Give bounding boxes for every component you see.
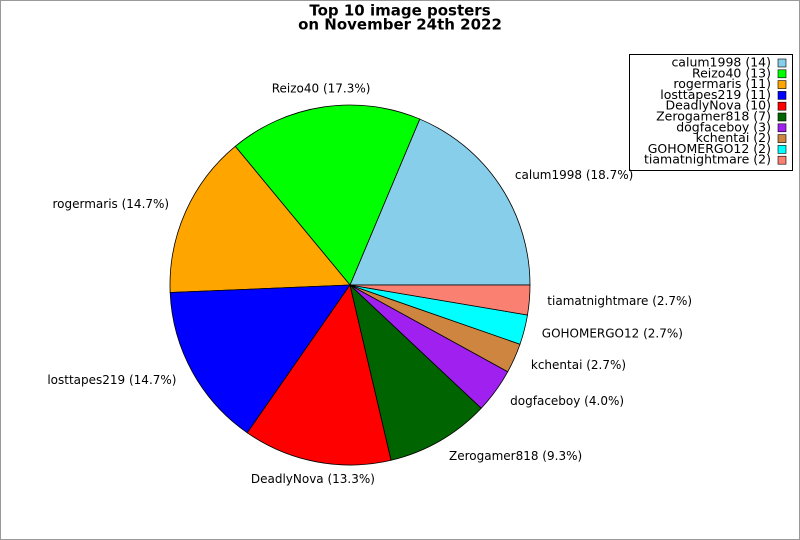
pie-slice [234, 104, 421, 286]
legend-swatch [777, 80, 787, 89]
pie-slice [169, 284, 351, 434]
legend-label: rogermaris (11) [673, 76, 771, 91]
slice-label: kchentai (2.7%) [531, 358, 626, 372]
pie-slice [349, 283, 482, 461]
legend-label: Reizo40 (13) [692, 65, 771, 80]
legend-swatch [777, 123, 787, 133]
slice-label: Zerogamer818 (9.3%) [449, 449, 582, 463]
legend-label: losttapes219 (11) [660, 87, 771, 102]
slice-label: calum1998 (18.7%) [515, 168, 633, 182]
legend-swatch [777, 112, 787, 122]
legend-swatch [777, 69, 787, 79]
legend-label: DeadlyNova (10) [666, 98, 771, 113]
legend-label: tiamatnightmare (2) [644, 152, 771, 167]
slice-label: losttapes219 (14.7%) [47, 373, 176, 387]
pie-slice [349, 284, 531, 316]
legend-swatch [777, 155, 787, 165]
chart-title: Top 10 image posters [309, 2, 490, 20]
legend-swatch [777, 134, 787, 143]
legend-swatch [777, 91, 787, 100]
pie-slice [246, 284, 392, 466]
legend-swatch [777, 101, 787, 111]
slice-label: dogfaceboy (4.0%) [510, 394, 624, 408]
legend-label: calum1998 (14) [671, 55, 771, 70]
pie-slice [169, 145, 351, 293]
legend-label: GOHOMERGO12 (2) [648, 141, 771, 156]
chart-subtitle: on November 24th 2022 [298, 16, 502, 34]
pie-slice [349, 118, 531, 286]
legend-swatch [777, 58, 787, 68]
legend-box [629, 54, 793, 171]
legend-swatch [777, 145, 787, 154]
slice-label: Reizo40 (17.3%) [272, 82, 371, 96]
slice-label: GOHOMERGO12 (2.7%) [542, 327, 683, 341]
legend-label: dogfaceboy (3) [676, 119, 771, 134]
legend-label: kchentai (2) [696, 130, 771, 145]
slice-label: rogermaris (14.7%) [53, 197, 170, 211]
slice-label: DeadlyNova (13.3%) [251, 472, 375, 486]
legend-label: Zerogamer818 (7) [656, 109, 771, 124]
slice-label: tiamatnightmare (2.7%) [547, 294, 692, 308]
